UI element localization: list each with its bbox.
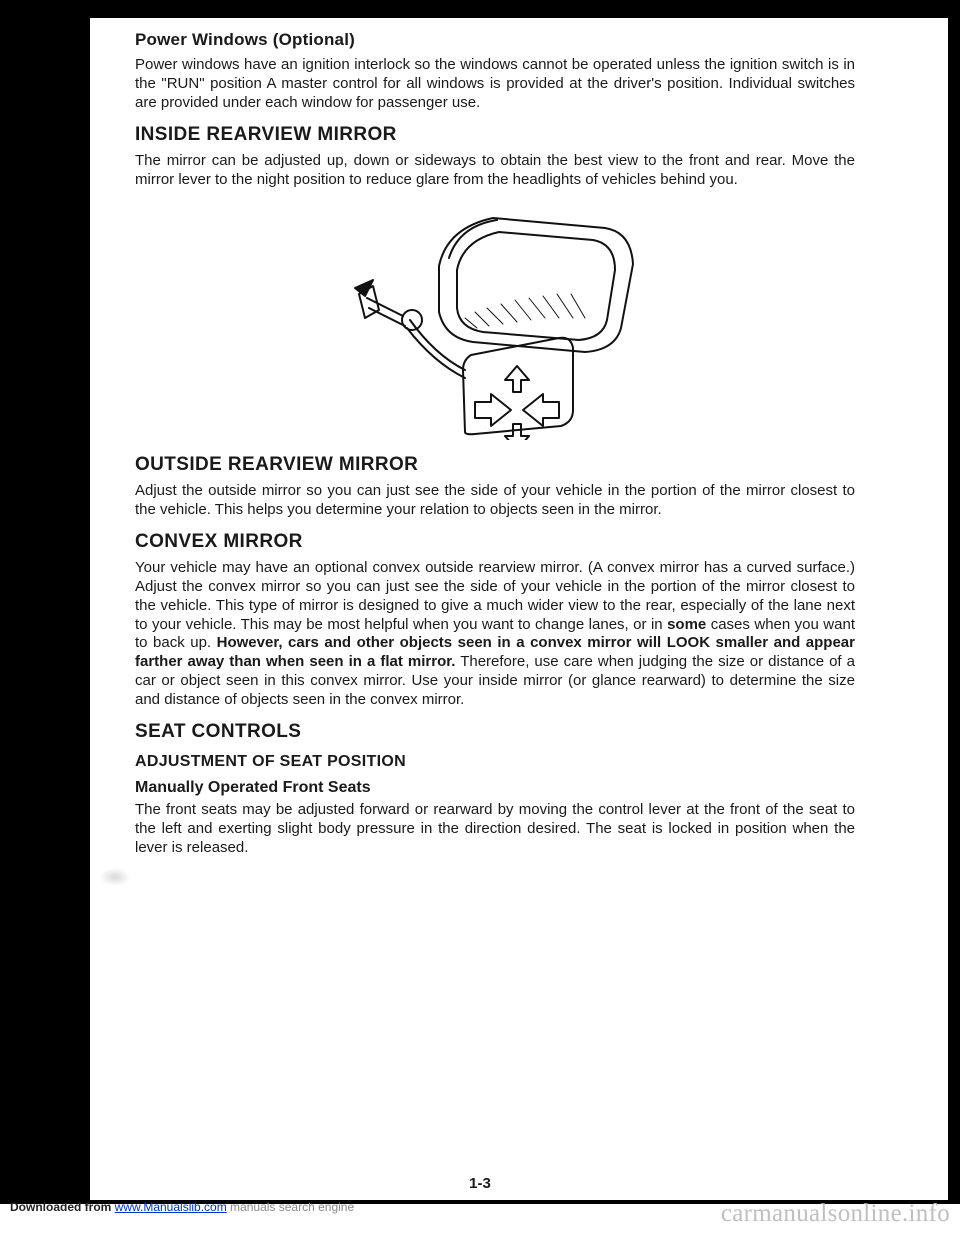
manual-page: Power Windows (Optional) Power windows h… <box>0 0 960 1242</box>
heading-power-windows: Power Windows (Optional) <box>135 30 855 50</box>
footer-prefix: Downloaded from <box>10 1200 115 1214</box>
footer-left: Downloaded from www.Manualslib.com manua… <box>10 1200 354 1214</box>
heading-convex-mirror: CONVEX MIRROR <box>135 531 855 553</box>
para-outside-rearview: Adjust the outside mirror so you can jus… <box>135 482 855 520</box>
para-inside-rearview: The mirror can be adjusted up, down or s… <box>135 152 855 190</box>
para-manual-seats: The front seats may be adjusted forward … <box>135 801 855 857</box>
heading-seat-adjust: ADJUSTMENT OF SEAT POSITION <box>135 753 855 771</box>
scan-smudge <box>98 867 132 887</box>
footer-suffix: manuals search engine <box>227 1200 354 1214</box>
page-number: 1-3 <box>0 1175 960 1192</box>
para-power-windows: Power windows have an ignition interlock… <box>135 56 855 112</box>
footer-link[interactable]: www.Manualslib.com <box>115 1200 227 1214</box>
page-footer: Downloaded from www.Manualslib.com manua… <box>0 1200 960 1228</box>
heading-manual-seats: Manually Operated Front Seats <box>135 779 855 797</box>
page-content: Power Windows (Optional) Power windows h… <box>135 30 855 858</box>
heading-outside-rearview: OUTSIDE REARVIEW MIRROR <box>135 454 855 476</box>
para-convex-mirror: Your vehicle may have an optional convex… <box>135 559 855 709</box>
scan-edge-top <box>86 0 960 18</box>
heading-seat-controls: SEAT CONTROLS <box>135 721 855 743</box>
scan-edge-right <box>948 12 960 1202</box>
mirror-illustration <box>315 200 675 440</box>
heading-inside-rearview: INSIDE REARVIEW MIRROR <box>135 124 855 146</box>
scan-edge-left <box>0 0 90 1202</box>
convex-bold-1: some <box>667 616 706 633</box>
footer-watermark: carmanualsonline.info <box>721 1200 950 1228</box>
